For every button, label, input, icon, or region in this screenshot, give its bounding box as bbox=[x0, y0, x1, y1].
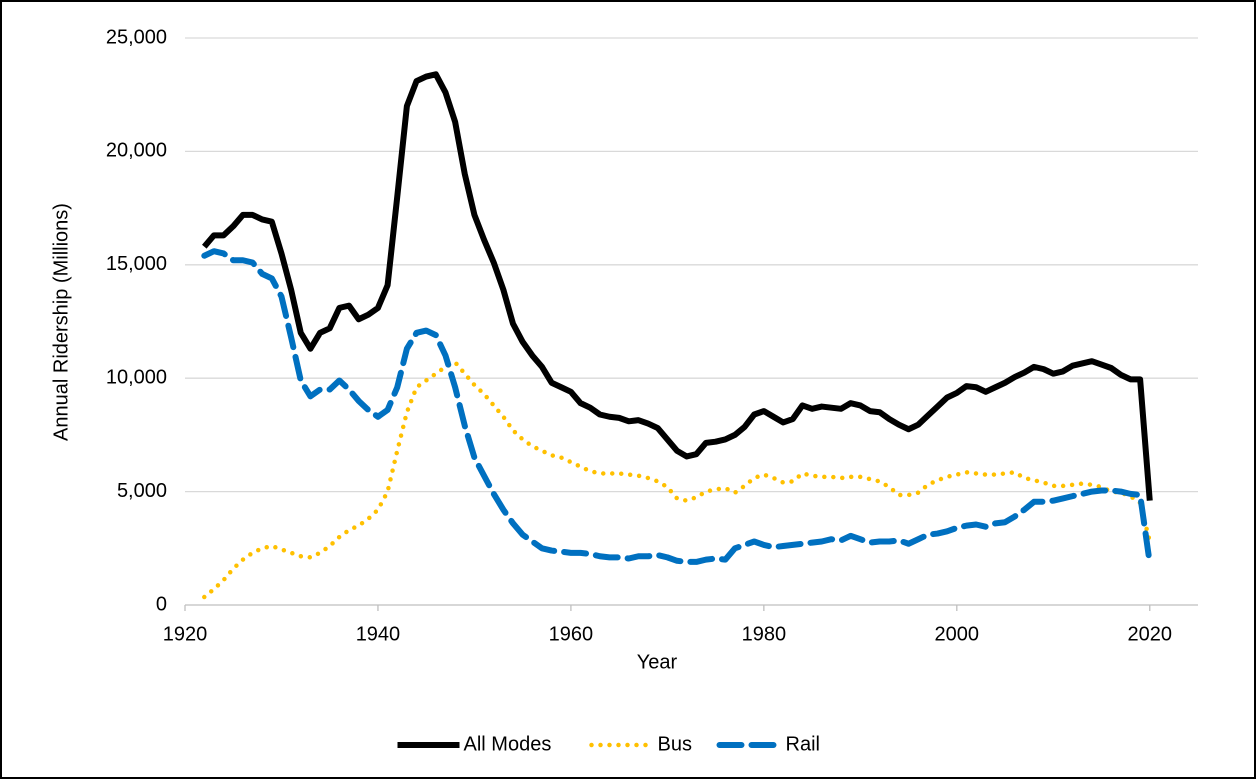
x-tick-label: 1960 bbox=[549, 623, 594, 645]
y-tick-label: 5,000 bbox=[117, 480, 167, 502]
x-tick-label: 1940 bbox=[356, 623, 401, 645]
x-tick-label: 1920 bbox=[163, 623, 208, 645]
legend-label: Bus bbox=[658, 733, 692, 755]
legend-label: Rail bbox=[786, 733, 820, 755]
legend-label: All Modes bbox=[464, 733, 552, 755]
y-tick-label: 15,000 bbox=[106, 253, 167, 275]
y-axis-label: Annual Ridership (Millions) bbox=[50, 203, 72, 441]
x-tick-label: 2000 bbox=[935, 623, 980, 645]
y-tick-label: 10,000 bbox=[106, 366, 167, 388]
data-line bbox=[202, 360, 1153, 600]
x-tick-label: 1980 bbox=[742, 623, 787, 645]
x-tick-label: 2020 bbox=[1128, 623, 1173, 645]
data-line bbox=[201, 248, 1153, 567]
y-tick-label: 25,000 bbox=[106, 26, 167, 48]
x-axis-label: Year bbox=[637, 651, 678, 673]
y-tick-label: 20,000 bbox=[106, 140, 167, 162]
data-line bbox=[202, 71, 1153, 501]
y-tick-label: 0 bbox=[156, 593, 167, 615]
